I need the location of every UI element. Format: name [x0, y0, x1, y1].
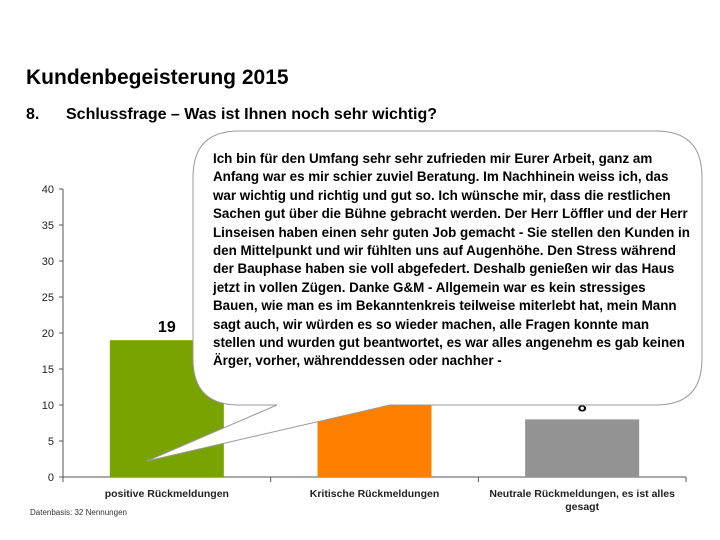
y-tick-label: 15: [42, 364, 54, 376]
x-tick-label: Kritische Rückmeldungen: [310, 488, 440, 500]
data-label: 8: [578, 398, 587, 415]
x-tick-label: positive Rückmeldungen: [105, 488, 229, 500]
y-tick-label: 10: [42, 400, 54, 412]
callout-text: Ich bin für den Umfang sehr sehr zufried…: [213, 151, 690, 369]
question-heading: 8. Schlussfrage – Was ist Ihnen noch sehr…: [26, 106, 437, 124]
source-note: Datenbasis: 32 Nennungen: [30, 508, 127, 517]
bar: [525, 419, 640, 477]
y-tick-label: 35: [42, 220, 54, 232]
y-tick-label: 0: [48, 472, 54, 484]
slide-title: Kundenbegeisterung 2015: [26, 66, 289, 89]
y-tick-label: 5: [48, 436, 54, 448]
y-tick-label: 25: [42, 292, 54, 304]
y-tick-label: 40: [42, 184, 54, 196]
y-tick-label: 20: [42, 328, 54, 340]
question-number: 8.: [26, 106, 40, 123]
speech-bubble-callout: [146, 130, 703, 462]
question-text: Schlussfrage – Was ist Ihnen noch sehr w…: [66, 106, 438, 123]
y-tick-label: 30: [42, 256, 54, 268]
x-tick-label: Neutrale Rückmeldungen, es ist alles gesa…: [489, 488, 675, 513]
data-label: 19: [158, 319, 176, 336]
